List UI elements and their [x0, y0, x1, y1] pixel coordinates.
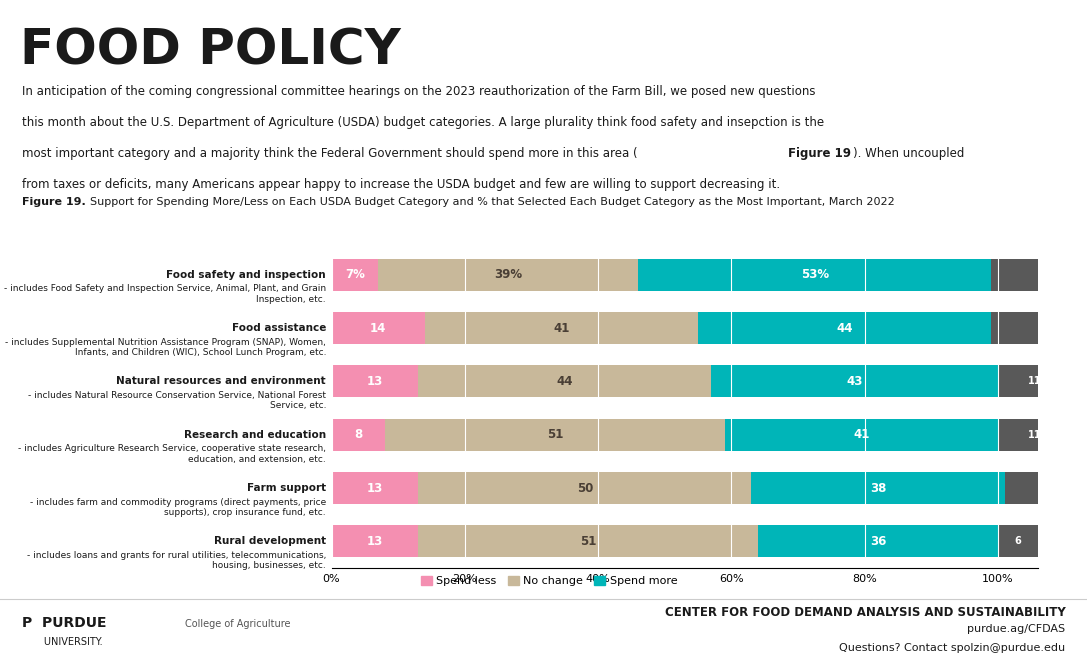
Text: - includes Supplemental Nutrition Assistance Program (SNAP), Women, Infants, and: - includes Supplemental Nutrition Assist… — [5, 338, 326, 357]
Bar — [332, 526, 418, 558]
Text: 19: 19 — [1048, 323, 1062, 333]
Text: Questions? Contact spolzin@purdue.edu: Questions? Contact spolzin@purdue.edu — [839, 643, 1065, 652]
Text: 41: 41 — [553, 322, 570, 334]
Text: 36: 36 — [870, 535, 886, 548]
Bar — [418, 366, 712, 398]
Text: 13: 13 — [366, 375, 383, 388]
Text: this month about the U.S. Department of Agriculture (USDA) budget categories. A : this month about the U.S. Department of … — [22, 116, 824, 129]
Bar — [418, 472, 751, 504]
Text: purdue.ag/CFDAS: purdue.ag/CFDAS — [967, 624, 1065, 634]
Text: - includes loans and grants for rural utilities, telecommunications, housing, bu: - includes loans and grants for rural ut… — [27, 551, 326, 571]
Text: 51: 51 — [580, 535, 597, 548]
Text: UNIVERSITY.: UNIVERSITY. — [22, 637, 102, 647]
Bar — [385, 419, 725, 451]
Text: 7%: 7% — [345, 268, 365, 281]
Text: Food assistance: Food assistance — [232, 323, 326, 333]
Bar — [332, 259, 378, 291]
Text: 44: 44 — [837, 322, 853, 334]
Bar — [998, 526, 1038, 558]
Bar — [725, 419, 998, 451]
Bar — [758, 526, 998, 558]
Text: - includes farm and commodity programs (direct payments, price supports), crop i: - includes farm and commodity programs (… — [29, 498, 326, 517]
Bar — [991, 259, 1087, 291]
Text: - includes Natural Resource Conservation Service, National Forest Service, etc.: - includes Natural Resource Conservation… — [28, 391, 326, 411]
Text: 13: 13 — [366, 535, 383, 548]
Text: 50: 50 — [576, 482, 594, 494]
Text: most important category and a majority think the Federal Government should spend: most important category and a majority t… — [22, 147, 637, 160]
Text: 41% selected as
most important: 41% selected as most important — [1084, 264, 1087, 285]
Text: FOOD POLICY: FOOD POLICY — [21, 27, 401, 75]
Bar — [1004, 472, 1085, 504]
Bar — [332, 366, 418, 398]
Text: Support for Spending More/Less on Each USDA Budget Category and % that Selected : Support for Spending More/Less on Each U… — [89, 197, 895, 207]
Bar — [751, 472, 1004, 504]
Text: 53%: 53% — [801, 268, 829, 281]
Text: College of Agriculture: College of Agriculture — [185, 619, 290, 629]
Bar — [712, 366, 998, 398]
Text: Figure 19.: Figure 19. — [22, 197, 89, 207]
Text: In anticipation of the coming congressional committee hearings on the 2023 reaut: In anticipation of the coming congressio… — [22, 85, 815, 98]
Bar — [638, 259, 991, 291]
Bar — [332, 312, 425, 344]
Text: 39%: 39% — [495, 268, 522, 281]
Bar — [698, 312, 991, 344]
Text: Rural development: Rural development — [214, 537, 326, 547]
Text: 44: 44 — [557, 375, 573, 388]
Text: 38: 38 — [870, 482, 886, 494]
Text: 8: 8 — [354, 428, 362, 441]
Text: Figure 19: Figure 19 — [788, 147, 851, 160]
Text: 13: 13 — [366, 482, 383, 494]
Text: 43: 43 — [847, 375, 863, 388]
Bar — [378, 259, 638, 291]
Text: 11: 11 — [1028, 430, 1041, 439]
Legend: Spend less, No change, Spend more: Spend less, No change, Spend more — [416, 571, 682, 591]
Bar — [418, 526, 758, 558]
Text: Food safety and inspection: Food safety and inspection — [166, 270, 326, 279]
Bar — [332, 419, 385, 451]
Text: Natural resources and environment: Natural resources and environment — [116, 377, 326, 387]
Bar — [425, 312, 698, 344]
Text: 41: 41 — [853, 428, 870, 441]
Text: - includes Agriculture Research Service, cooperative state research, education, : - includes Agriculture Research Service,… — [18, 445, 326, 464]
Text: ). When uncoupled: ). When uncoupled — [853, 147, 965, 160]
Text: 12: 12 — [1038, 483, 1051, 493]
Text: 6: 6 — [1014, 537, 1022, 547]
Text: P  PURDUE: P PURDUE — [22, 616, 107, 630]
Text: CENTER FOR FOOD DEMAND ANALYSIS AND SUSTAINABILITY: CENTER FOR FOOD DEMAND ANALYSIS AND SUST… — [664, 606, 1065, 619]
Text: from taxes or deficits, many Americans appear happy to increase the USDA budget : from taxes or deficits, many Americans a… — [22, 178, 779, 191]
Bar — [998, 366, 1072, 398]
Text: - includes Food Safety and Inspection Service, Animal, Plant, and Grain Inspecti: - includes Food Safety and Inspection Se… — [4, 285, 326, 304]
Text: 51: 51 — [547, 428, 563, 441]
Bar — [998, 419, 1072, 451]
Text: 14: 14 — [370, 322, 386, 334]
Text: Research and education: Research and education — [184, 430, 326, 439]
Bar — [332, 472, 418, 504]
Text: 11: 11 — [1028, 377, 1041, 387]
Bar — [991, 312, 1087, 344]
Text: Farm support: Farm support — [247, 483, 326, 493]
